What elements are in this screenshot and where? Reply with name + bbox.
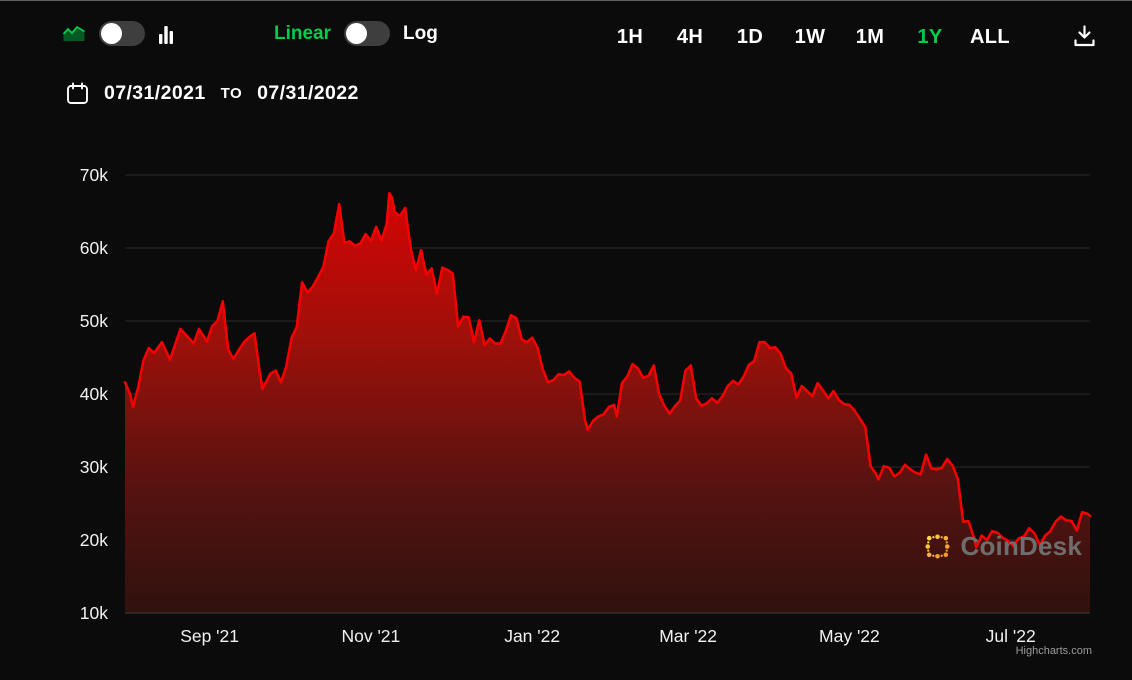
scale-group: Linear Log	[274, 21, 438, 46]
range-selector: 1H 4H 1D 1W 1M 1Y ALL	[600, 26, 1020, 49]
range-button-1h[interactable]: 1H	[600, 26, 660, 49]
bar-chart-type-button[interactable]	[158, 22, 178, 46]
bar-chart-icon	[159, 25, 173, 44]
chart-type-group	[62, 21, 178, 46]
range-button-1m[interactable]: 1M	[840, 26, 900, 49]
range-button-1y[interactable]: 1Y	[900, 26, 960, 49]
range-button-1d[interactable]: 1D	[720, 26, 780, 49]
range-button-1w[interactable]: 1W	[780, 26, 840, 49]
calendar-icon[interactable]	[66, 82, 89, 105]
highcharts-credit[interactable]: Highcharts.com	[1015, 645, 1092, 657]
date-range-picker[interactable]: 07/31/2021 TO 07/31/2022	[66, 82, 359, 105]
chart-type-toggle[interactable]	[99, 21, 145, 46]
x-axis-label: May '22	[819, 626, 880, 646]
y-axis-label: 30k	[80, 457, 108, 477]
toggle-knob	[346, 23, 368, 44]
download-icon	[1074, 25, 1095, 47]
area-chart-icon	[62, 25, 85, 41]
x-axis-label: Mar '22	[659, 626, 717, 646]
x-axis-label: Jul '22	[986, 626, 1036, 646]
price-area[interactable]	[125, 193, 1090, 614]
y-axis-label: 40k	[80, 384, 108, 404]
top-divider	[0, 0, 1132, 1]
x-axis-label: Sep '21	[180, 626, 239, 646]
range-button-4h[interactable]: 4H	[660, 26, 720, 49]
log-scale-label[interactable]: Log	[403, 22, 438, 44]
y-axis-label: 20k	[80, 530, 108, 550]
date-separator: TO	[220, 85, 243, 102]
coindesk-dots-icon	[925, 534, 951, 559]
download-button[interactable]	[1072, 24, 1097, 48]
y-axis-label: 70k	[80, 165, 108, 185]
coindesk-logo-text: CoinDesk	[960, 531, 1082, 561]
y-axis-label: 10k	[80, 603, 108, 623]
linear-scale-label[interactable]: Linear	[274, 22, 332, 44]
y-axis-label: 50k	[80, 311, 108, 331]
toggle-knob	[101, 23, 122, 44]
x-axis-label: Nov '21	[341, 626, 400, 646]
price-line[interactable]	[123, 192, 1092, 549]
scale-toggle[interactable]	[344, 21, 391, 46]
start-date[interactable]: 07/31/2021	[104, 82, 206, 104]
range-button-all[interactable]: ALL	[960, 26, 1020, 49]
end-date[interactable]: 07/31/2022	[257, 82, 359, 104]
area-chart-type-button[interactable]	[62, 24, 86, 44]
y-axis-label: 60k	[80, 238, 108, 258]
x-axis-label: Jan '22	[504, 626, 560, 646]
coindesk-watermark: CoinDesk	[924, 531, 1082, 562]
